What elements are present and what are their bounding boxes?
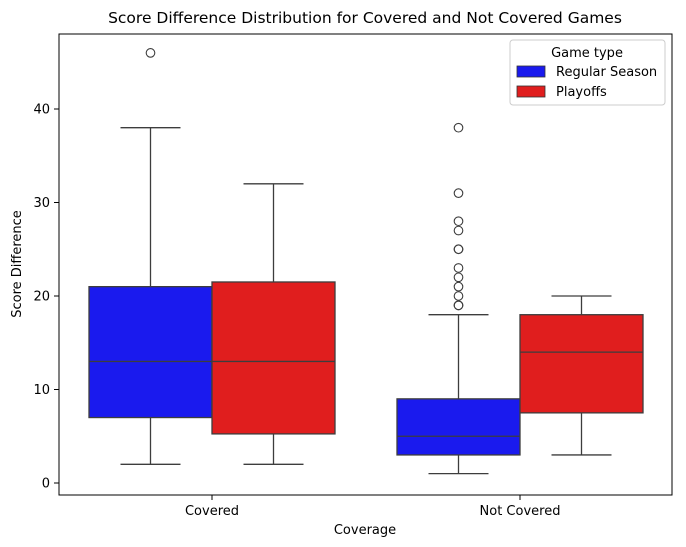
legend-label-playoffs: Playoffs — [556, 85, 607, 100]
box-playoffs-covered — [211, 281, 336, 435]
outlier-point-regular-season-not-covered-9 — [453, 216, 464, 227]
x-tick-label-covered: Covered — [185, 504, 239, 519]
legend-swatch-regular-season — [516, 65, 546, 78]
outlier-point-regular-season-not-covered-8 — [453, 225, 464, 236]
outlier-point-regular-season-not-covered-7 — [453, 244, 464, 255]
outlier-point-regular-season-not-covered-5 — [453, 263, 464, 273]
chart-title: Score Difference Distribution for Covere… — [108, 9, 622, 27]
outlier-point-regular-season-not-covered-1 — [453, 300, 464, 311]
outlier-point-regular-season-not-covered-2 — [453, 291, 464, 301]
x-axis-label: Coverage — [334, 523, 396, 538]
y-tick-label-20: 20 — [33, 290, 50, 305]
outlier-point-regular-season-not-covered-3 — [453, 281, 464, 292]
box-regular-season-covered — [88, 285, 213, 419]
y-tick-label-10: 10 — [33, 383, 50, 398]
legend-label-regular-season: Regular Season — [556, 65, 657, 80]
outlier-point-regular-season-covered-0 — [145, 48, 156, 58]
x-axis: Covered Not Covered — [185, 495, 560, 519]
box-regular-season-not-covered — [396, 398, 521, 456]
plot-marks — [88, 48, 644, 475]
y-tick-label-40: 40 — [33, 103, 50, 118]
legend-swatch-playoffs — [516, 85, 546, 98]
y-axis-label: Score Difference — [10, 210, 25, 318]
y-tick-label-0: 0 — [42, 477, 50, 492]
y-tick-label-30: 30 — [33, 196, 50, 211]
plot-frame — [58, 33, 673, 496]
legend-frame — [509, 39, 666, 106]
outlier-point-regular-season-not-covered-4 — [453, 272, 464, 283]
box-playoffs-not-covered — [519, 314, 644, 414]
legend-title: Game type — [551, 46, 623, 61]
outlier-point-regular-season-not-covered-11 — [453, 122, 464, 133]
y-axis: 0 10 20 30 40 — [33, 103, 59, 492]
outlier-point-regular-season-not-covered-10 — [453, 188, 464, 198]
legend: Game type Regular Season Playoffs — [509, 39, 666, 106]
x-tick-label-not-covered: Not Covered — [480, 504, 561, 519]
